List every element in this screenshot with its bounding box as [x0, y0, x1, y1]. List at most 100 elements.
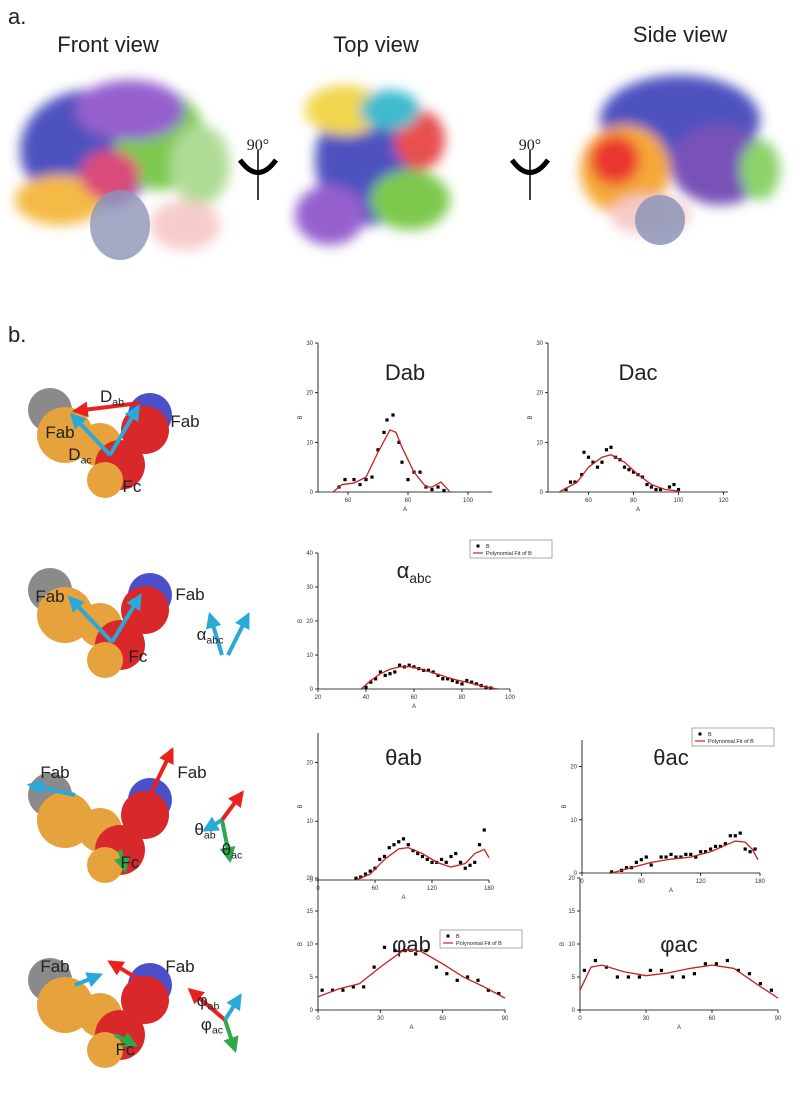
data-point	[497, 991, 501, 996]
arrow	[74, 972, 103, 988]
data-point	[468, 863, 472, 867]
diagram-label: Fab	[165, 957, 194, 976]
fit-line	[332, 429, 451, 493]
diagram-label-sub: ab	[208, 1001, 220, 1013]
diagram-label: Fab	[40, 763, 69, 782]
x-tick-label: 80	[459, 695, 466, 701]
data-point	[624, 866, 629, 870]
data-point	[414, 952, 418, 956]
data-point	[416, 851, 420, 856]
x-tick-label: 0	[316, 1016, 320, 1022]
domain	[87, 1032, 123, 1068]
diagram-label: Fab	[45, 423, 74, 442]
top-view-cloud	[295, 85, 450, 245]
y-tick-label: 15	[306, 909, 313, 915]
legend-label: Polynomial Fit of B	[708, 739, 754, 745]
chart-title: αabc	[397, 558, 432, 586]
y-tick-label: 0	[310, 490, 314, 496]
data-point	[369, 680, 373, 684]
chart-title-sub: abc	[409, 571, 431, 586]
x-tick-label: 30	[377, 1016, 384, 1022]
data-point	[436, 673, 440, 677]
x-tick-label: 100	[505, 695, 516, 701]
chart-title-main: θac	[653, 745, 688, 770]
x-tick-label: 90	[775, 1016, 782, 1022]
data-point	[466, 975, 470, 979]
data-point	[692, 972, 696, 976]
data-point	[364, 685, 368, 689]
data-point	[455, 680, 459, 684]
data-point	[640, 475, 645, 479]
data-point	[648, 968, 652, 972]
data-point	[406, 843, 410, 847]
arrow	[107, 960, 142, 982]
data-point	[659, 968, 663, 972]
y-axis-label: B	[298, 415, 304, 419]
data-point	[728, 834, 732, 838]
arrow	[67, 595, 114, 644]
data-point	[388, 672, 392, 676]
side-view-cloud	[580, 75, 780, 235]
data-point	[694, 855, 698, 859]
data-point	[465, 678, 469, 683]
diagram-label: Dac	[68, 445, 91, 467]
x-tick-label: 20	[315, 695, 322, 701]
data-point	[674, 855, 678, 859]
data-point	[463, 866, 467, 870]
y-tick-label: 0	[540, 490, 544, 496]
data-point	[704, 850, 708, 854]
rotation-label: 90°	[519, 137, 541, 154]
x-axis-label: A	[677, 1025, 681, 1031]
data-point	[450, 678, 454, 683]
diagrams	[26, 388, 250, 1068]
y-axis-label: B	[528, 415, 534, 419]
x-tick-label: 120	[718, 498, 729, 504]
domain	[121, 976, 169, 1024]
diagram-label: Fab	[177, 763, 206, 782]
y-tick-label: 15	[568, 909, 575, 915]
data-point	[320, 988, 324, 992]
data-point	[397, 440, 401, 444]
data-point	[615, 975, 619, 979]
legend-label: Polynomial Fit of B	[456, 941, 502, 947]
data-point	[672, 482, 676, 487]
chart-title: Dac	[618, 360, 657, 385]
data-point	[477, 843, 482, 847]
data-point	[639, 858, 643, 862]
data-point	[595, 465, 600, 469]
data-point	[470, 680, 474, 684]
data-point	[713, 844, 718, 848]
data-point	[684, 852, 688, 856]
diagram-label-main: θ	[222, 840, 231, 859]
data-point	[689, 852, 693, 856]
y-tick-label: 20	[306, 760, 313, 766]
data-point	[383, 673, 387, 677]
domain	[121, 791, 169, 839]
diagram-label: θab	[194, 820, 215, 842]
chart-title: θab	[385, 745, 422, 770]
data-point	[352, 477, 356, 482]
diagram-label-main: Fab	[35, 587, 64, 606]
x-tick-label: 100	[463, 498, 474, 504]
diagram-label: Dab	[100, 387, 124, 409]
data-point	[385, 418, 389, 422]
data-point	[445, 972, 449, 976]
data-point	[664, 855, 668, 859]
data-point	[460, 682, 464, 686]
legend-label: B	[456, 934, 460, 940]
data-point	[473, 860, 477, 864]
data-point	[743, 847, 747, 851]
diagram-label-main: D	[100, 387, 112, 406]
x-tick-label: 180	[755, 879, 766, 885]
y-tick-label: 30	[536, 341, 543, 347]
data-point	[391, 413, 395, 417]
arrow	[108, 404, 140, 457]
data-point	[374, 677, 378, 681]
data-point	[582, 450, 586, 454]
y-tick-label: 20	[570, 765, 577, 771]
y-tick-label: 10	[570, 818, 577, 824]
x-tick-label: 60	[439, 1016, 446, 1022]
data-point	[649, 485, 654, 489]
data-point	[622, 465, 627, 469]
chart-title: Dab	[385, 360, 425, 385]
